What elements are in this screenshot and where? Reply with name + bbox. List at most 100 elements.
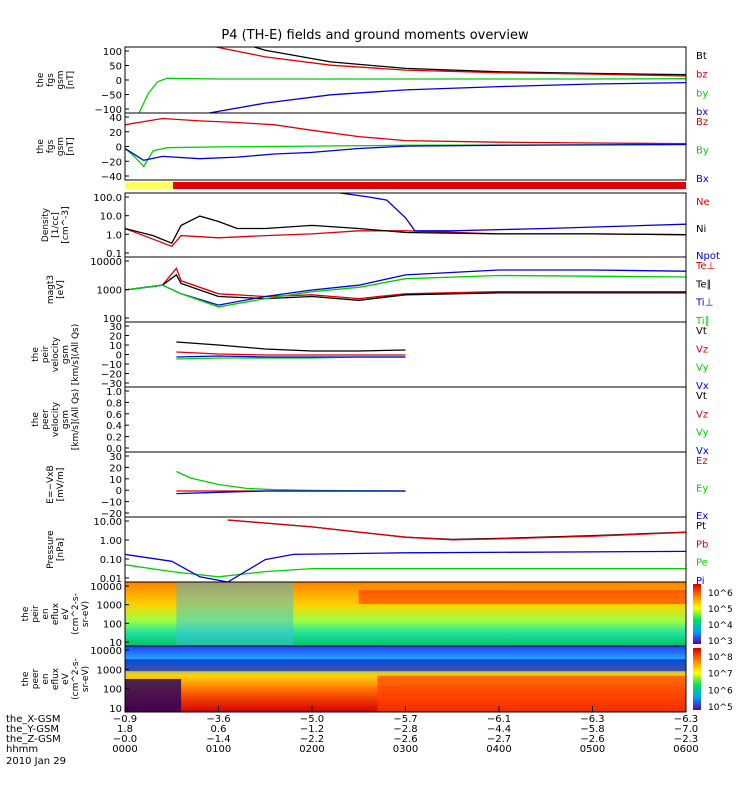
- y-axis-label: velocity: [51, 336, 61, 372]
- y-tick-label: 1.0: [106, 230, 122, 241]
- y-tick-label: 1.0: [106, 387, 122, 398]
- y-axis-label: [nPa]: [56, 538, 66, 561]
- y-axis-label: the: [36, 139, 46, 154]
- y-tick-label: 20: [109, 463, 122, 474]
- y-tick-label: 0.6: [106, 410, 122, 421]
- x-axis-row-label: the_Z-GSM: [6, 734, 61, 745]
- y-tick-label: −20: [101, 370, 122, 381]
- colorbar-tick: 10^8: [708, 653, 733, 663]
- x-tick-label: −1.2: [300, 724, 324, 735]
- y-tick-label: 10: [109, 341, 122, 352]
- y-tick-label: 100: [103, 314, 122, 325]
- legend-entry: Vz: [696, 409, 708, 420]
- y-axis-label: eflux: [51, 667, 61, 690]
- colorbar: [693, 584, 701, 644]
- plot-title: P4 (TH-E) fields and ground moments over…: [221, 28, 529, 43]
- y-axis-label: [nT]: [66, 137, 76, 155]
- panel-1: [124, 46, 687, 114]
- series-line-Bz: [125, 117, 686, 145]
- series-line-Pi: [125, 550, 686, 582]
- x-tick-label: −2.6: [393, 734, 417, 745]
- panel-frame: [124, 256, 687, 323]
- y-tick-label: 10000: [90, 257, 122, 268]
- legend-entry: bx: [696, 107, 708, 118]
- y-tick-label: 20: [109, 332, 122, 343]
- x-tick-label: −0.0: [113, 734, 137, 745]
- y-tick-label: 10: [109, 475, 122, 486]
- y-axis-label: peer: [41, 409, 51, 430]
- y-tick-label: 100: [103, 47, 122, 58]
- panel-frame: [124, 516, 687, 583]
- y-axis-label: the: [36, 72, 46, 87]
- colorbar: [693, 648, 701, 710]
- x-tick-label: −6.3: [580, 714, 604, 725]
- panel-3: [124, 192, 687, 258]
- legend-entry: Te⊥: [695, 261, 715, 272]
- y-axis-label: the: [31, 412, 41, 427]
- x-tick-label: 0600: [673, 744, 698, 755]
- legend-entry: Bx: [696, 174, 709, 185]
- series-line-Te∥: [125, 273, 686, 301]
- panel-5: [124, 321, 687, 388]
- x-tick-label: −5.7: [393, 714, 417, 725]
- series-line-bx: [208, 81, 686, 113]
- y-axis-label: [nT]: [66, 71, 76, 89]
- x-tick-label: −2.2: [300, 734, 324, 745]
- y-tick-label: 10.00: [93, 517, 122, 528]
- x-tick-label: 1.8: [117, 724, 133, 735]
- y-axis-label: [km/s](All Qs): [71, 389, 81, 451]
- legend-entry: by: [696, 88, 708, 99]
- panel-frame: [124, 192, 687, 258]
- y-tick-label: 0.1: [106, 249, 122, 260]
- x-axis-row-label: the_Y-GSM: [6, 724, 59, 735]
- x-tick-label: 0200: [299, 744, 324, 755]
- colorbar-tick: 10^5: [708, 703, 733, 713]
- x-tick-label: −5.0: [300, 714, 324, 725]
- x-tick-label: 0400: [486, 744, 511, 755]
- y-axis-label: peer: [31, 668, 41, 689]
- legend-entry: Bt: [696, 51, 707, 62]
- y-tick-label: 10: [109, 638, 122, 649]
- legend-entry: Bz: [696, 117, 708, 128]
- y-tick-label: −10: [101, 498, 122, 509]
- series-line-Vt: [176, 341, 406, 352]
- y-tick-label: −20: [101, 509, 122, 520]
- x-tick-label: −1.4: [206, 734, 230, 745]
- panel-frame: [124, 46, 687, 114]
- x-tick-label: 0100: [206, 744, 231, 755]
- legend-entry: Ex: [696, 511, 708, 522]
- y-tick-label: 0.01: [100, 574, 122, 585]
- status-bar-yellow: [125, 182, 173, 189]
- colorbar-tick: 10^6: [708, 589, 733, 599]
- y-tick-label: 0: [116, 76, 122, 87]
- legend-entry: Ne: [696, 197, 710, 208]
- legend-entry: Ti⊥: [695, 298, 713, 309]
- legend-entry: Vx: [696, 381, 709, 392]
- legend-entry: Vz: [696, 344, 708, 355]
- series-line-By: [125, 143, 686, 168]
- y-tick-label: 10: [109, 704, 122, 715]
- x-tick-label: 0.6: [211, 724, 227, 735]
- series-line-Ti∥: [125, 274, 686, 308]
- legend-entry: Ez: [696, 456, 708, 467]
- x-tick-label: −4.4: [487, 724, 511, 735]
- y-tick-label: 0: [116, 143, 122, 154]
- panel-8: [124, 516, 687, 583]
- spectrogram-feature: [377, 675, 686, 712]
- y-axis-label: Density: [41, 207, 51, 242]
- spectrogram-feature: [358, 590, 686, 604]
- y-axis-label: [km/s](All Qs): [71, 324, 81, 386]
- y-tick-label: −20: [101, 157, 122, 168]
- y-tick-label: 0.4: [106, 421, 122, 432]
- y-axis-label: [cm^-3]: [61, 206, 71, 243]
- series-line-Bt: [252, 47, 686, 76]
- panel-6: [124, 386, 687, 453]
- legend-entry: Vt: [696, 391, 707, 402]
- series-line-Te⊥: [125, 267, 686, 300]
- y-tick-label: 40: [109, 113, 122, 124]
- y-axis-label: eV: [61, 672, 71, 685]
- x-tick-label: 0300: [393, 744, 418, 755]
- spectrogram-feature: [125, 659, 686, 672]
- legend-entry: Npot: [696, 251, 720, 262]
